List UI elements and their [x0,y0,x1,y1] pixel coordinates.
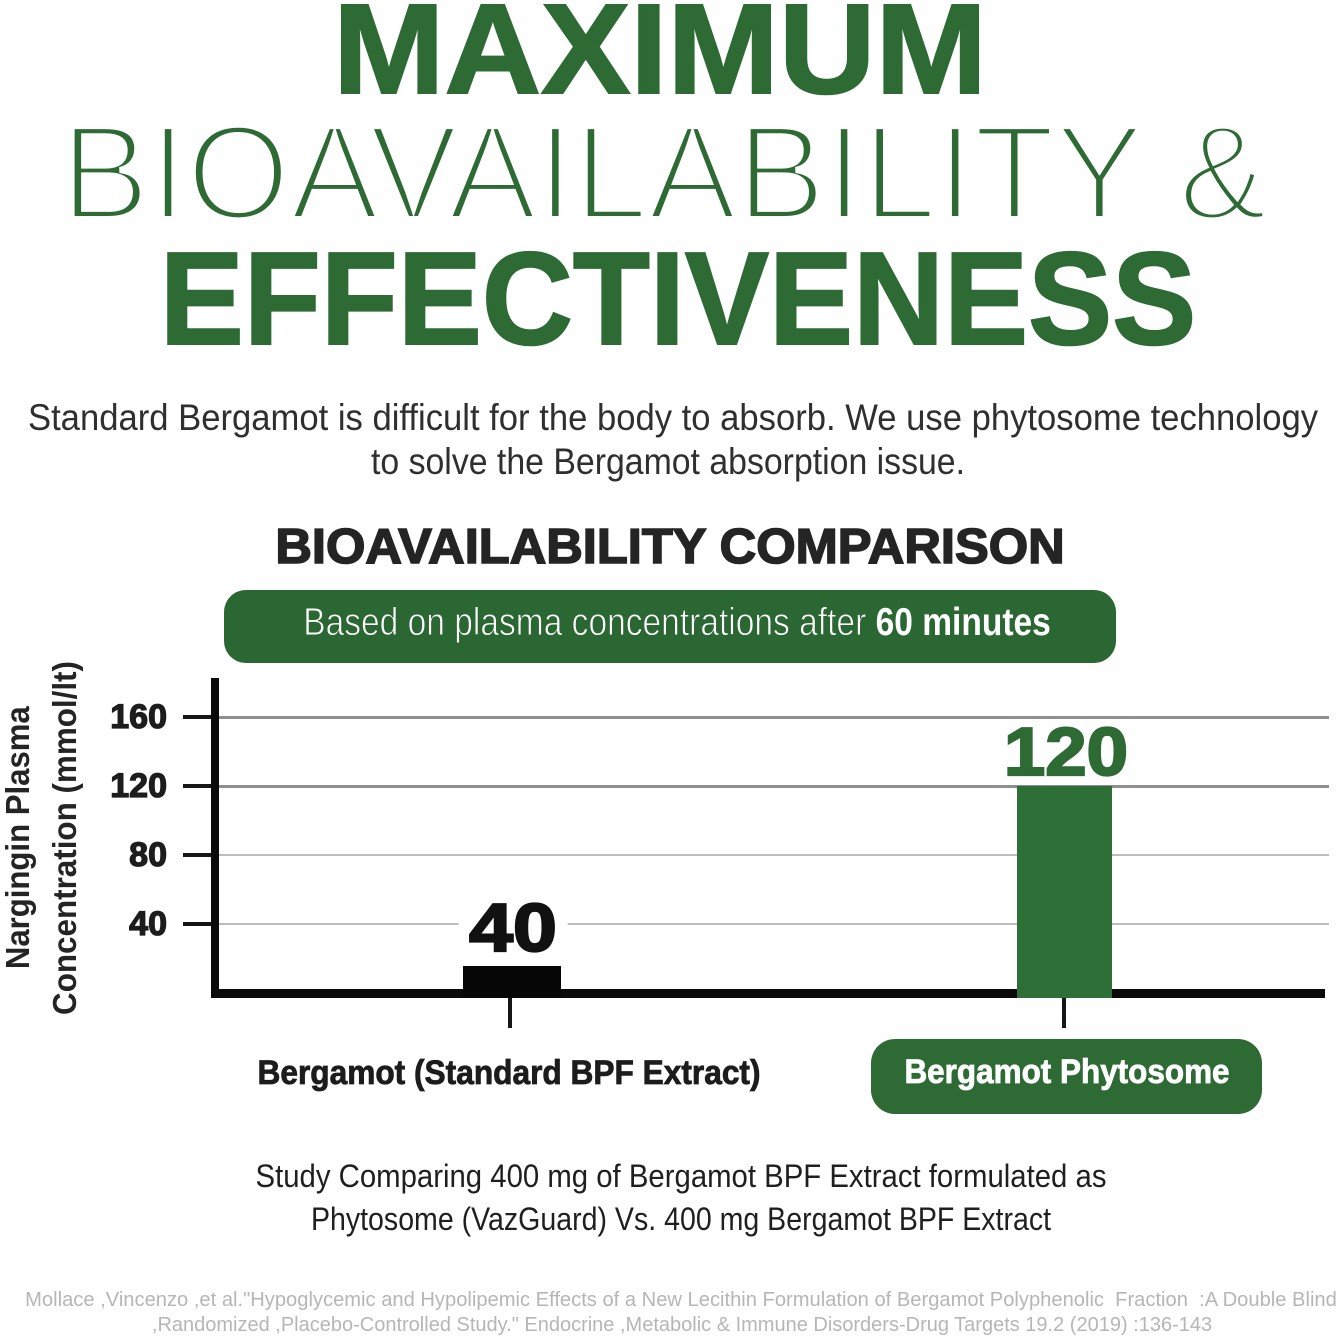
y-tick-160 [183,715,211,720]
chart-subtitle-text: Based on plasma concentrations after 60 … [303,600,1051,644]
gridline-120 [219,784,1329,788]
y-axis-line [211,678,219,998]
title-line-effectiveness: EFFECTIVENESS [159,224,1197,372]
category-label-standard: Bergamot (Standard BPF Extract) [256,1054,761,1093]
gridline-40 [219,923,1329,926]
y-tick-80 [183,853,211,858]
y-tick-label-40: 40 [129,905,168,944]
intro-paragraph-line-2: to solve the Bergamot absorption issue. [370,440,966,482]
chart-title: BIOAVAILABILITY COMPARISON [275,519,1066,574]
bar-value-label-0: 40 [458,893,568,963]
gridline-80 [219,854,1329,857]
title-line-bioavailability: BIOAVAILABILITY & [58,96,1270,248]
chart-subtitle-pill [224,590,1116,663]
category-badge-phytosome [871,1039,1262,1114]
bar-value-label-1: 120 [1002,714,1129,791]
y-tick-label-80: 80 [129,836,168,875]
citation-line-1: Mollace ,Vincenzo ,et al."Hypoglycemic a… [25,1288,1337,1311]
y-tick-120 [183,784,211,789]
category-badge-label: Bergamot Phytosome [903,1053,1230,1092]
study-note-line-2: Phytosome (VazGuard) Vs. 400 mg Bergamot… [310,1200,1052,1237]
category-tick-right [1062,998,1066,1028]
citation-line-2: ,Randomized ,Placebo-Controlled Study." … [151,1313,1213,1336]
x-axis-line [211,989,1325,998]
category-tick-left [508,998,512,1028]
gridline-160 [219,715,1329,719]
bar-0 [463,966,561,998]
title-line-maximum: MAXIMUM [332,0,988,121]
y-tick-label-120: 120 [110,767,168,806]
bar-1 [1017,786,1112,998]
study-note-line-1: Study Comparing 400 mg of Bergamot BPF E… [255,1157,1107,1194]
y-tick-label-160: 160 [110,698,168,737]
y-tick-40 [183,922,211,927]
y-axis-title: Nargingin Plasma Concentration (mmol/lt) [0,661,83,1015]
intro-paragraph-line-1: Standard Bergamot is difficult for the b… [27,397,1319,439]
